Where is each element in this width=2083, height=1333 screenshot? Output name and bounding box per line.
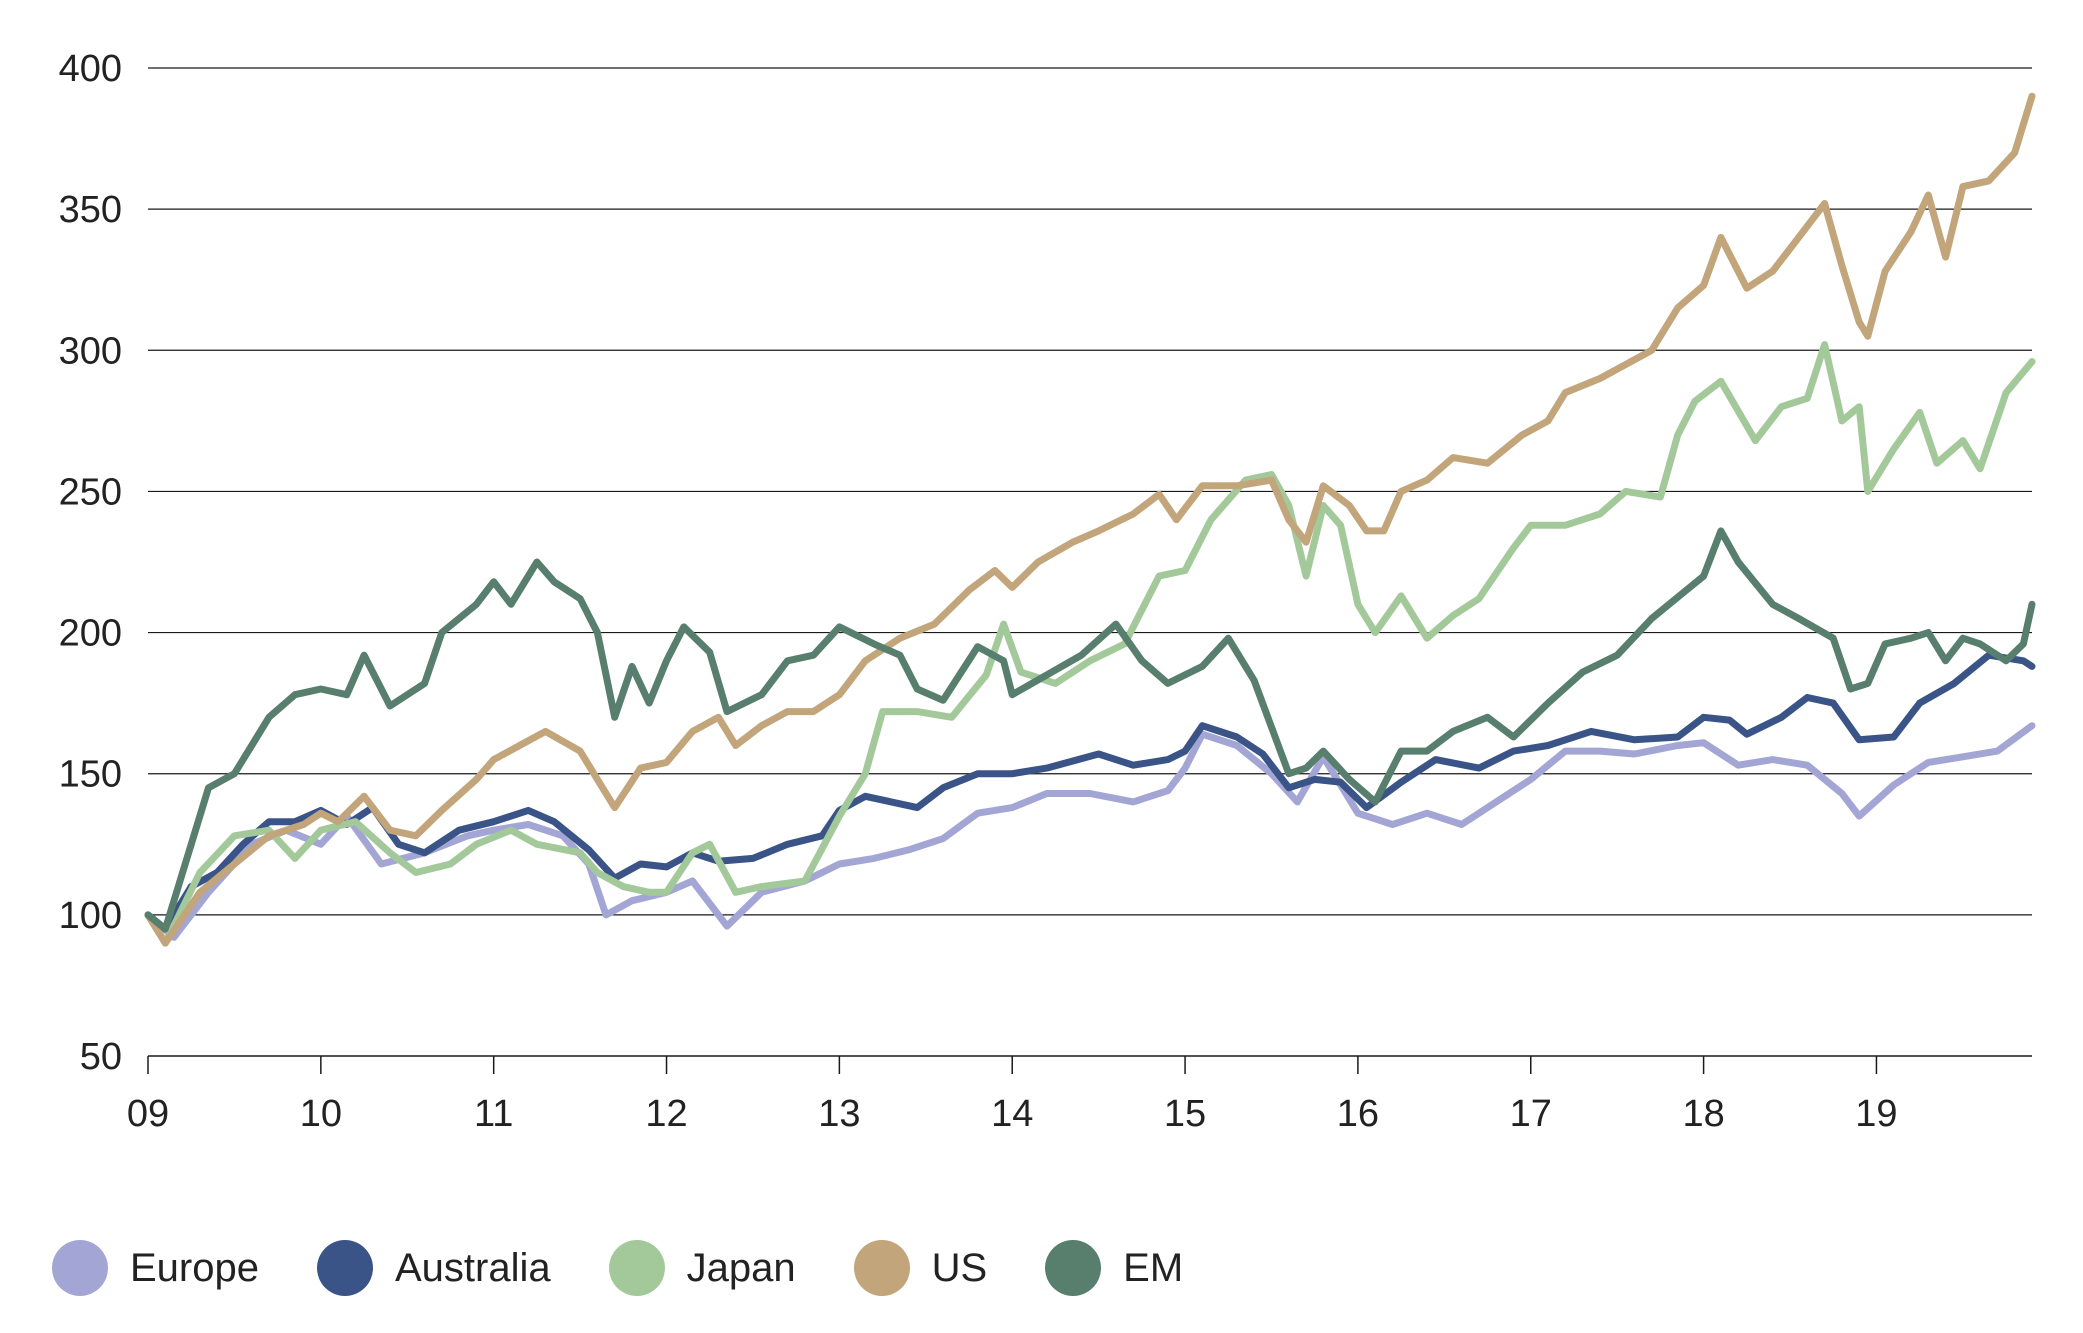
series-line-europe — [144, 722, 2036, 941]
x-tick-label: 11 — [474, 1093, 513, 1135]
x-tick-label: 19 — [1855, 1093, 1897, 1135]
y-tick-label: 300 — [59, 330, 122, 372]
y-tick-label: 150 — [59, 754, 122, 796]
legend-item-australia: Australia — [316, 1240, 551, 1296]
legend-swatch — [316, 1240, 373, 1296]
x-tick-label: 17 — [1510, 1093, 1552, 1135]
x-tick-label: 14 — [991, 1093, 1033, 1135]
x-tick-label: 09 — [127, 1093, 169, 1135]
x-tick-label: 18 — [1682, 1093, 1724, 1135]
y-tick-label: 250 — [59, 471, 122, 513]
series-line-us — [144, 92, 2036, 947]
series-lines — [144, 92, 2036, 947]
x-tick-label: 10 — [300, 1093, 342, 1135]
series-line-em — [144, 527, 2036, 933]
x-tick-label: 12 — [645, 1093, 687, 1135]
series-line-japan — [144, 341, 2036, 947]
y-tick-label: 100 — [59, 895, 122, 937]
legend-swatch — [52, 1240, 108, 1296]
legend-swatch — [1045, 1240, 1102, 1296]
legend-label: Europe — [130, 1245, 259, 1290]
legend-label: Australia — [394, 1245, 551, 1290]
legend-item-europe: Europe — [52, 1240, 259, 1296]
y-tick-label: 400 — [59, 48, 122, 90]
x-tick-label: 16 — [1337, 1093, 1379, 1135]
legend-item-us: US — [853, 1240, 988, 1296]
legend-label: US — [931, 1245, 988, 1290]
legend-label: Japan — [686, 1245, 796, 1290]
legend-item-em: EM — [1045, 1240, 1183, 1296]
x-tick-label: 15 — [1164, 1093, 1206, 1135]
chart-legend: Europe Australia Japan US EM — [52, 1240, 1241, 1296]
legend-swatch — [608, 1240, 665, 1296]
x-tick-label: 13 — [818, 1093, 860, 1135]
gridlines — [148, 67, 2032, 1057]
y-tick-label: 200 — [59, 613, 122, 655]
legend-swatch — [853, 1240, 910, 1296]
y-tick-label: 50 — [80, 1036, 122, 1078]
legend-item-japan: Japan — [608, 1240, 796, 1296]
x-axis: 09 10 11 12 13 14 15 16 17 18 19 — [127, 1056, 1898, 1135]
legend-label: EM — [1123, 1245, 1184, 1290]
y-tick-label: 350 — [59, 189, 122, 231]
y-axis: 50 100 150 200 250 300 350 400 — [59, 48, 122, 1078]
series-line-australia — [144, 651, 2036, 933]
